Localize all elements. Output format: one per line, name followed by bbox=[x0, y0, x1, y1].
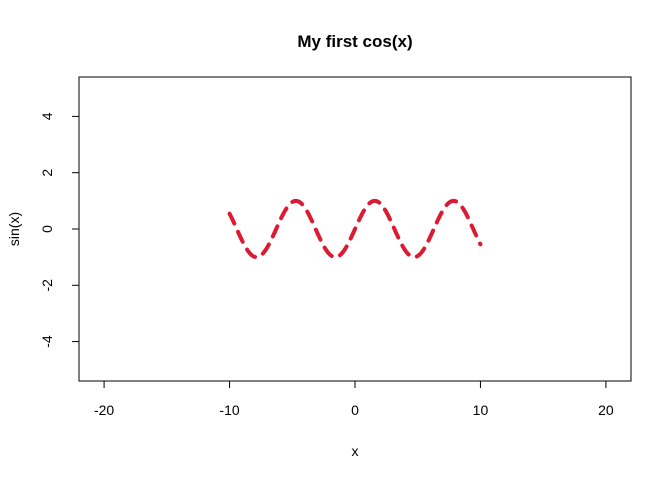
chart-title: My first cos(x) bbox=[297, 32, 412, 51]
y-tick-label: 4 bbox=[39, 112, 55, 120]
y-axis-label: sin(x) bbox=[6, 212, 22, 246]
y-tick-label: -2 bbox=[39, 279, 55, 292]
x-axis-label: x bbox=[352, 443, 359, 459]
y-tick-label: 2 bbox=[39, 169, 55, 177]
series-line bbox=[227, 198, 483, 260]
x-tick-label: 10 bbox=[473, 402, 489, 418]
plot-area bbox=[227, 198, 483, 260]
x-tick-label: -20 bbox=[94, 402, 114, 418]
y-tick-label: 0 bbox=[39, 225, 55, 233]
x-tick-label: 20 bbox=[598, 402, 614, 418]
y-axis: -4 -2 0 2 4 bbox=[39, 112, 80, 348]
x-axis: -20 -10 0 10 20 bbox=[94, 380, 614, 418]
y-tick-label: -4 bbox=[39, 335, 55, 348]
x-tick-label: -10 bbox=[219, 402, 239, 418]
x-tick-label: 0 bbox=[351, 402, 359, 418]
